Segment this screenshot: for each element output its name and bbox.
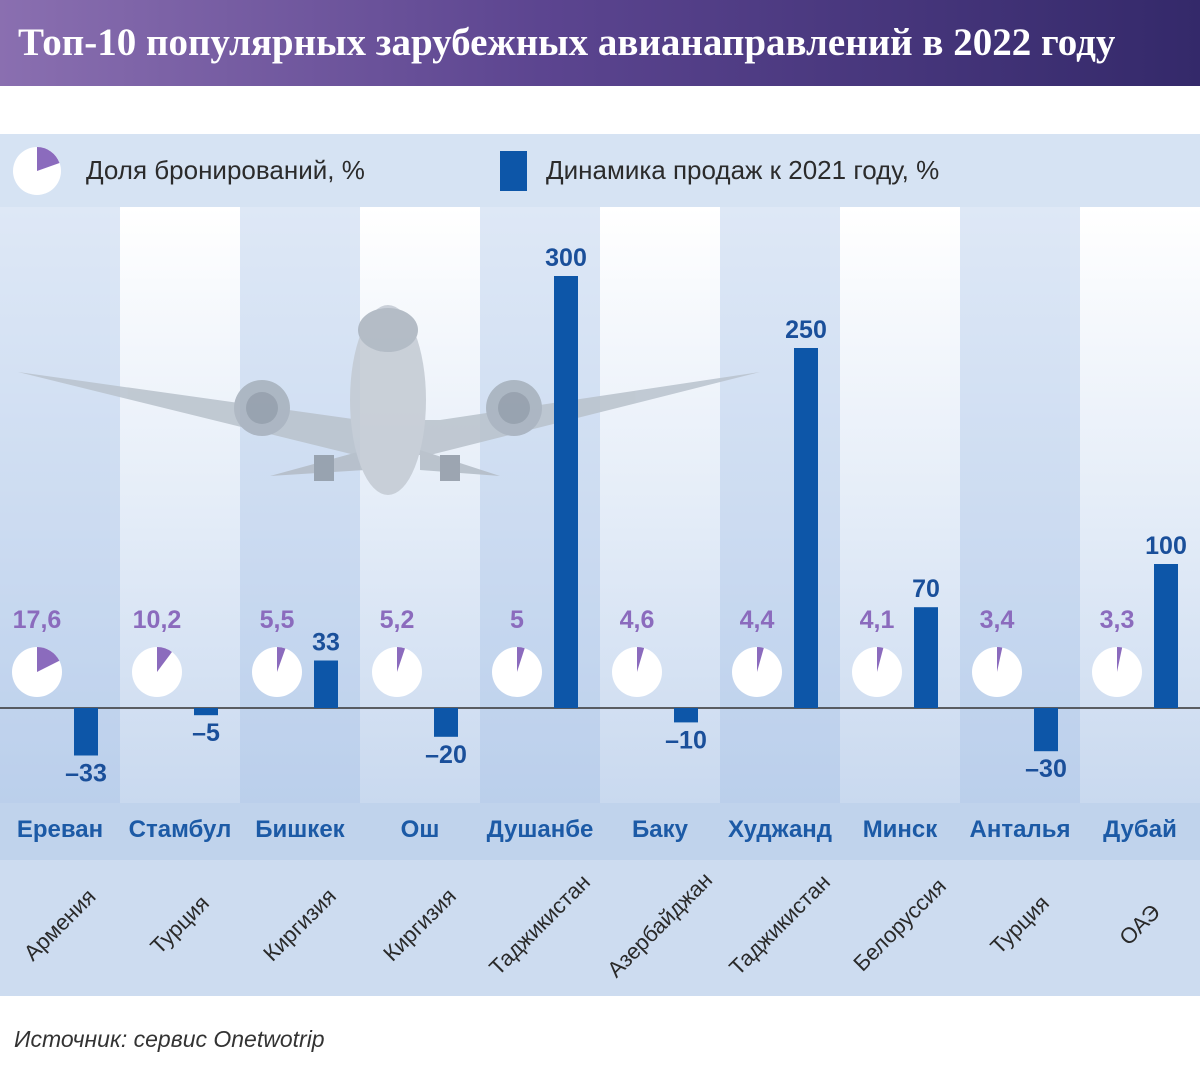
chart-area	[0, 207, 1200, 803]
pie-slice	[397, 647, 406, 672]
bar	[914, 607, 938, 708]
pie-value-label: 5,2	[380, 606, 415, 634]
pie-value-label: 4,4	[740, 606, 775, 634]
bar-value-label: –5	[192, 719, 220, 747]
bar-value-label: 100	[1145, 532, 1187, 560]
pie-slice	[37, 647, 60, 672]
chart-title: Топ-10 популярных зарубежных авианаправл…	[18, 21, 1116, 64]
country-band	[0, 860, 1200, 996]
bar-value-label: 250	[785, 316, 827, 344]
city-label: Минск	[862, 816, 938, 843]
bar	[74, 708, 98, 756]
bar	[194, 708, 218, 716]
legend: Доля бронирований, % Динамика продаж к 2…	[0, 134, 1200, 207]
bar	[554, 276, 578, 708]
bar	[794, 348, 818, 708]
bar-value-label: 33	[312, 629, 340, 657]
pie-value-label: 5	[510, 606, 524, 634]
pie-value-label: 4,1	[860, 606, 895, 634]
city-label: Анталья	[969, 816, 1071, 843]
city-label: Душанбе	[486, 816, 594, 843]
city-label: Худжанд	[727, 816, 833, 843]
title-bar: Топ-10 популярных зарубежных авианаправл…	[0, 0, 1200, 86]
pie-slice	[157, 647, 172, 672]
airplane-illustration	[18, 305, 760, 495]
pie-slice	[637, 647, 645, 672]
source-note: Источник: сервис Onetwotrip	[14, 1026, 325, 1052]
bar	[1034, 708, 1058, 752]
pie-slice	[1117, 647, 1123, 672]
bar-value-label: 300	[545, 244, 587, 272]
bar-legend-icon	[500, 151, 527, 191]
bar-value-label: –33	[65, 760, 107, 788]
bar-value-label: –10	[665, 726, 707, 754]
pie-slice	[877, 647, 884, 672]
pie-value-label: 3,3	[1100, 606, 1135, 634]
bar	[674, 708, 698, 723]
pie-slice	[997, 647, 1003, 672]
pie-value-label: 5,5	[260, 606, 295, 634]
bar	[1154, 564, 1178, 708]
city-label: Дубай	[1103, 816, 1177, 843]
legend-dynamics-label: Динамика продаж к 2021 году, %	[546, 155, 940, 185]
bar-value-label: –30	[1025, 755, 1067, 783]
pie-value-label: 4,6	[620, 606, 655, 634]
pie-slice	[757, 647, 764, 672]
bar	[314, 660, 338, 708]
pie-slice	[277, 647, 286, 672]
city-label: Ереван	[16, 816, 104, 843]
bar-value-label: 70	[912, 575, 940, 603]
city-label: Бишкек	[255, 816, 345, 843]
pie-value-label: 17,6	[13, 606, 62, 634]
city-band	[0, 803, 1200, 860]
pie-legend-icon	[13, 147, 61, 195]
city-label: Ош	[400, 816, 440, 843]
legend-share-label: Доля бронирований, %	[86, 155, 365, 185]
bar	[434, 708, 458, 737]
bar-value-label: –20	[425, 741, 467, 769]
pie-value-label: 3,4	[980, 606, 1015, 634]
city-label: Стамбул	[128, 816, 232, 843]
pie-slice	[517, 647, 525, 672]
city-label: Баку	[632, 816, 688, 843]
pie-value-label: 10,2	[133, 606, 182, 634]
